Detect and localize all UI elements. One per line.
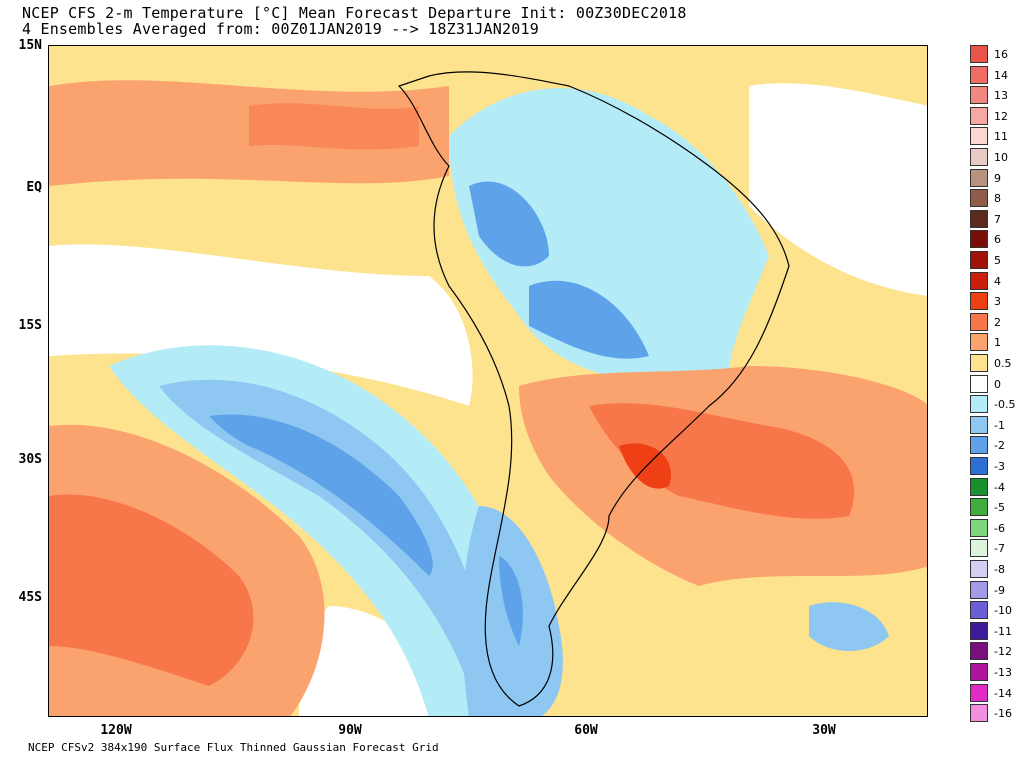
lon-label-60w: 60W bbox=[574, 723, 598, 738]
legend-swatch bbox=[970, 271, 988, 290]
legend-label: 1 bbox=[994, 336, 1001, 350]
lat-label-15s: 15S bbox=[18, 318, 42, 333]
forecast-map bbox=[48, 45, 928, 717]
legend-label: -14 bbox=[994, 686, 1012, 700]
warm-anomaly-southeast-core bbox=[589, 403, 855, 519]
legend-swatch bbox=[970, 209, 988, 228]
legend-swatch bbox=[970, 189, 988, 208]
lat-label-45s: 45S bbox=[18, 590, 42, 605]
legend-swatch bbox=[970, 312, 988, 331]
anomaly-field bbox=[49, 46, 927, 716]
lon-label-30w: 30W bbox=[812, 723, 836, 738]
legend-swatch bbox=[970, 168, 988, 187]
legend-swatch bbox=[970, 436, 988, 455]
legend-label: 5 bbox=[994, 254, 1001, 267]
legend-swatch bbox=[970, 333, 988, 352]
map-title-line2: 4 Ensembles Averaged from: 00Z01JAN2019 … bbox=[22, 20, 539, 38]
cool-anomaly-patagonia-core bbox=[499, 556, 523, 646]
legend-label: 7 bbox=[994, 212, 1001, 226]
legend-swatch bbox=[970, 539, 988, 558]
legend-label: 12 bbox=[994, 109, 1008, 123]
legend-label: -3 bbox=[994, 460, 1005, 473]
legend-label: -9 bbox=[994, 583, 1005, 597]
legend-label: -0.5 bbox=[994, 398, 1016, 412]
legend-label: -5 bbox=[994, 501, 1005, 515]
legend-swatch bbox=[970, 415, 988, 434]
legend-label: -6 bbox=[994, 521, 1005, 535]
legend-label: 0 bbox=[994, 377, 1001, 391]
legend-label: 11 bbox=[994, 130, 1008, 144]
legend-label: -16 bbox=[994, 707, 1012, 721]
legend-swatch bbox=[970, 106, 988, 125]
lon-label-90w: 90W bbox=[338, 723, 362, 738]
warm-anomaly-southwest-core bbox=[49, 494, 254, 686]
legend-label: 3 bbox=[994, 295, 1001, 309]
legend-label: -4 bbox=[994, 480, 1005, 494]
legend-swatch bbox=[970, 518, 988, 537]
cool-anomaly-south-atlantic bbox=[809, 602, 889, 651]
cool-anomaly-pacific bbox=[109, 345, 540, 716]
legend-swatch bbox=[970, 354, 988, 372]
legend-swatch bbox=[970, 86, 988, 105]
legend-swatch bbox=[970, 251, 988, 269]
legend-swatch bbox=[970, 560, 988, 578]
legend-label: 16 bbox=[994, 48, 1008, 61]
legend-swatch bbox=[970, 395, 988, 414]
legend-swatch bbox=[970, 704, 988, 723]
legend-label: -8 bbox=[994, 563, 1005, 576]
legend-label: -1 bbox=[994, 418, 1005, 432]
legend-swatch bbox=[970, 621, 988, 640]
legend-swatch bbox=[970, 477, 988, 496]
cool-anomaly-amazon-core-west bbox=[469, 181, 549, 267]
neutral-zone-west bbox=[49, 244, 473, 406]
legend-swatch bbox=[970, 683, 988, 702]
lat-label-15n: 15N bbox=[18, 38, 42, 53]
legend-label: -11 bbox=[994, 624, 1012, 638]
south-america-coastline bbox=[397, 71, 790, 707]
legend-swatch bbox=[970, 292, 988, 311]
legend-swatch bbox=[970, 230, 988, 249]
lat-label-30s: 30S bbox=[18, 452, 42, 467]
legend-label: 13 bbox=[994, 89, 1008, 103]
legend-label: 10 bbox=[994, 151, 1008, 164]
legend-swatch bbox=[970, 580, 988, 599]
legend-label: 0.5 bbox=[994, 357, 1012, 370]
cool-anomaly-amazon-core-south bbox=[529, 280, 649, 359]
legend-swatch bbox=[970, 601, 988, 620]
legend-label: 4 bbox=[994, 274, 1001, 288]
legend-label: 8 bbox=[994, 192, 1001, 206]
legend-label: 2 bbox=[994, 315, 1001, 329]
legend-swatch bbox=[970, 148, 988, 166]
legend-label: -7 bbox=[994, 542, 1005, 556]
legend-label: -10 bbox=[994, 604, 1012, 618]
legend-swatch bbox=[970, 663, 988, 681]
legend-swatch bbox=[970, 65, 988, 84]
map-title-line1: NCEP CFS 2-m Temperature [°C] Mean Forec… bbox=[22, 4, 687, 22]
grid-footnote: NCEP CFSv2 384x190 Surface Flux Thinned … bbox=[28, 741, 439, 754]
legend-swatch bbox=[970, 498, 988, 517]
legend-swatch bbox=[970, 45, 988, 63]
legend-swatch bbox=[970, 642, 988, 661]
legend-label: 14 bbox=[994, 68, 1008, 82]
cool-anomaly-pacific-core bbox=[209, 414, 433, 576]
legend-swatch bbox=[970, 127, 988, 146]
legend-label: -12 bbox=[994, 645, 1012, 659]
legend-label: 6 bbox=[994, 233, 1001, 247]
legend-swatch bbox=[970, 374, 988, 393]
neutral-zone-east bbox=[749, 83, 927, 296]
lon-label-120w: 120W bbox=[100, 723, 132, 738]
legend-label: -13 bbox=[994, 666, 1012, 679]
orange-core-north bbox=[249, 103, 419, 150]
legend-label: -2 bbox=[994, 439, 1005, 453]
lat-label-eq: EQ bbox=[26, 180, 42, 195]
legend-swatch bbox=[970, 457, 988, 475]
legend-label: 9 bbox=[994, 171, 1001, 185]
